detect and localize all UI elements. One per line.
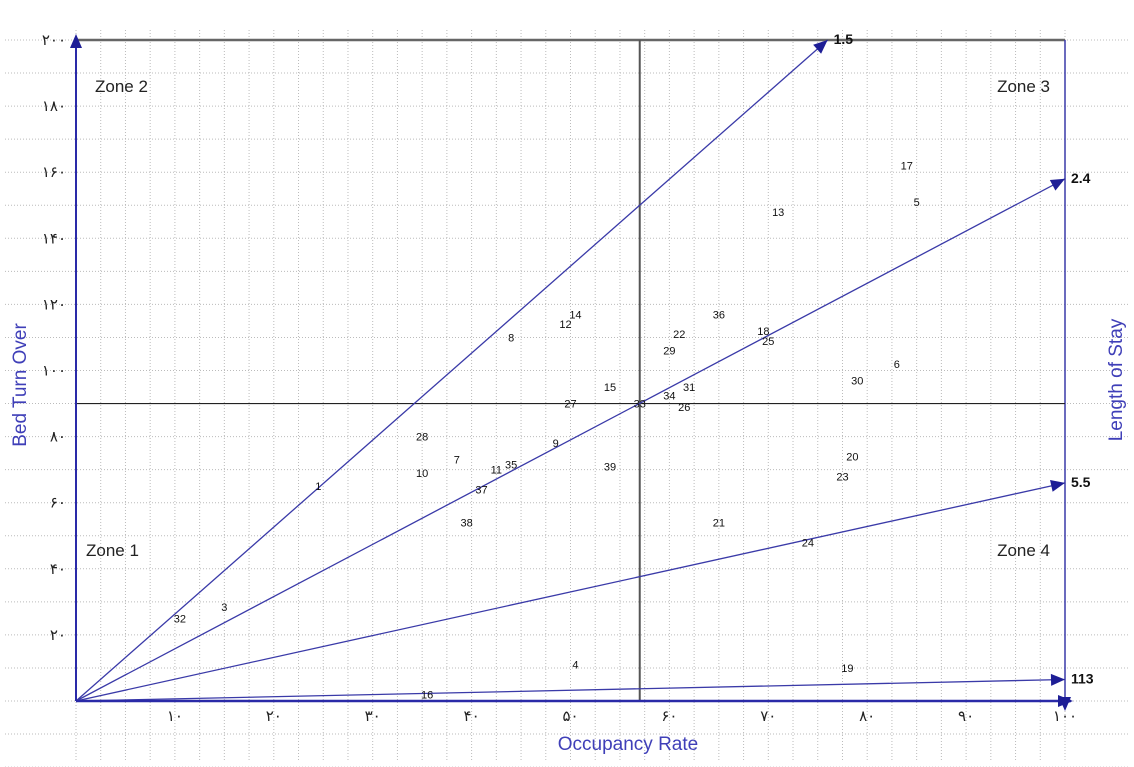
los-line-113: 113 — [75, 671, 1094, 702]
data-point: 39 — [604, 461, 616, 473]
data-point: 38 — [461, 518, 473, 530]
los-line-stroke — [75, 482, 1066, 702]
y-tick-label: ۱۰۰ — [42, 362, 66, 380]
data-point: 29 — [663, 346, 675, 358]
data-point: 5 — [914, 197, 920, 209]
data-point: 36 — [713, 309, 725, 321]
x-tick-label: ۷۰ — [760, 707, 776, 725]
los-arrowhead — [813, 40, 828, 54]
mean-lines — [76, 40, 1065, 701]
data-point: 1 — [315, 481, 321, 493]
x-axis-title: Occupancy Rate — [558, 734, 698, 755]
zone-label: Zone 2 — [95, 77, 148, 96]
los-arrowhead — [1050, 673, 1065, 686]
data-point: 37 — [475, 484, 487, 496]
los-arrowhead — [1050, 480, 1065, 492]
x-tick-label: ۴۰ — [464, 707, 480, 725]
los-arrowhead — [1049, 178, 1065, 191]
data-point: 22 — [673, 329, 685, 341]
data-point: 19 — [841, 663, 853, 675]
right-axis-arrowhead — [1059, 697, 1071, 711]
x-tick-label: ۹۰ — [958, 707, 974, 725]
x-tick-label: ۱۰۰ — [1053, 707, 1077, 725]
data-point: 26 — [678, 402, 690, 414]
tick-labels: ۱۰ ۲۰ ۳۰ ۴۰ ۵۰ ۶۰ ۷۰ ۸۰ ۹۰ ۱۰۰ ۲۰ ۴۰ ۶۰ ۸۰ ۱۰۰ ۱۲۰ ۱۴۰ ۱۶… — [42, 31, 1077, 725]
los-line-stroke — [75, 678, 1066, 702]
y-tick-label: ۱۸۰ — [42, 97, 66, 115]
data-point: 8 — [508, 332, 514, 344]
y-tick-label: ۲۰ — [50, 626, 66, 644]
data-point: 20 — [846, 451, 858, 463]
y-tick-label: ۴۰ — [50, 560, 66, 578]
los-line-2.4: 2.4 — [75, 170, 1091, 702]
y-tick-label: ۸۰ — [50, 428, 66, 446]
y-tick-label: ۱۲۰ — [42, 295, 66, 313]
data-point: 25 — [762, 336, 774, 348]
data-point: 12 — [559, 319, 571, 331]
data-point: 9 — [553, 438, 559, 450]
data-point: 30 — [851, 375, 863, 387]
zone-labels: Zone 1 Zone 2 Zone 3 Zone 4 — [86, 77, 1050, 560]
y-tick-label: ۲۰۰ — [42, 31, 66, 49]
data-point: 16 — [421, 689, 433, 701]
data-point: 24 — [802, 537, 814, 549]
los-label: 5.5 — [1071, 474, 1091, 490]
data-point: 11 — [491, 465, 502, 477]
data-point: 17 — [901, 161, 913, 173]
los-line-stroke — [75, 178, 1066, 702]
y-tick-label: ۱۴۰ — [42, 229, 66, 247]
data-point: 10 — [416, 468, 428, 480]
data-point: 35 — [505, 460, 517, 472]
x-tick-label: ۱۰ — [167, 707, 183, 725]
data-point: 28 — [416, 432, 428, 444]
data-point: 33 — [634, 399, 646, 411]
data-point: 34 — [663, 390, 675, 402]
data-point: 15 — [604, 382, 616, 394]
data-point: 31 — [683, 382, 695, 394]
data-point: 3 — [221, 602, 227, 614]
data-point: 4 — [572, 660, 578, 672]
data-point: 21 — [713, 518, 725, 530]
plot-frame — [76, 38, 1066, 701]
los-line-1.5: 1.5 — [75, 31, 854, 702]
y-tick-label: ۶۰ — [50, 494, 66, 512]
x-tick-label: ۵۰ — [562, 707, 578, 725]
data-point: 14 — [569, 309, 581, 321]
y-axis-title: Bed Turn Over — [10, 323, 31, 447]
zone-label: Zone 3 — [997, 77, 1050, 96]
data-point: 13 — [772, 207, 784, 219]
data-point: 18 — [757, 326, 769, 338]
axes — [70, 34, 1073, 711]
los-label: 113 — [1071, 671, 1094, 687]
data-point: 6 — [894, 359, 900, 371]
data-point: 27 — [564, 399, 576, 411]
los-label: 1.5 — [834, 31, 854, 47]
data-point: 32 — [174, 613, 186, 625]
x-tick-label: ۳۰ — [365, 707, 381, 725]
data-point: 7 — [454, 455, 460, 467]
data-point: 23 — [836, 471, 848, 483]
los-label: 2.4 — [1071, 170, 1091, 186]
los-line-stroke — [75, 39, 829, 702]
x-tick-label: ۶۰ — [661, 707, 677, 725]
x-tick-label: ۸۰ — [859, 707, 875, 725]
zone-label: Zone 4 — [997, 541, 1050, 560]
x-tick-label: ۲۰ — [266, 707, 282, 725]
los-line-5.5: 5.5 — [75, 474, 1091, 702]
right-axis-title: Length of Stay — [1106, 318, 1127, 441]
zone-label: Zone 1 — [86, 541, 139, 560]
y-tick-label: ۱۶۰ — [42, 163, 66, 181]
y-axis-arrowhead — [70, 34, 82, 48]
